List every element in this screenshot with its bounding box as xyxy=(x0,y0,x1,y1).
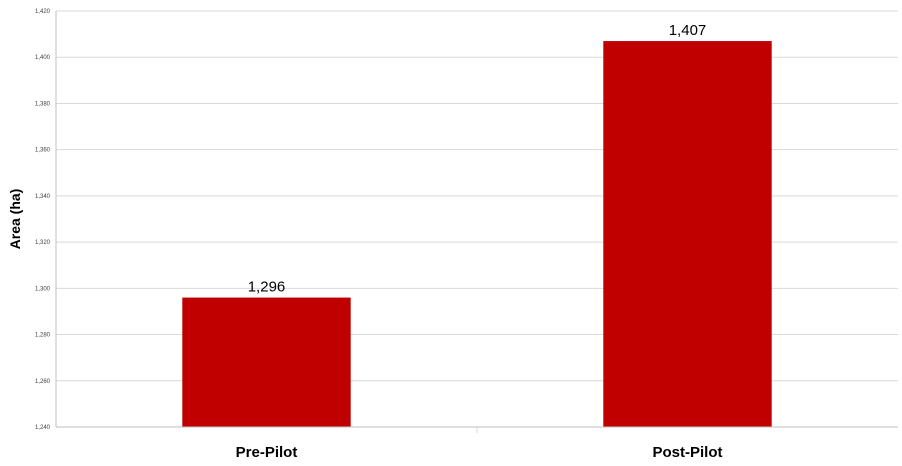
y-tick-label: 1,420 xyxy=(35,9,51,15)
y-tick-label: 1,240 xyxy=(35,425,51,431)
y-tick-label: 1,400 xyxy=(35,55,51,61)
data-label: 1,407 xyxy=(669,22,707,39)
bar-pre-pilot xyxy=(182,297,351,427)
y-tick-label: 1,380 xyxy=(35,101,51,107)
x-axis-ticks: Pre-Pilot Post-Pilot xyxy=(236,444,723,461)
x-tick-label: Post-Pilot xyxy=(653,444,723,461)
bar-post-pilot xyxy=(603,41,772,428)
y-axis-ticks: 1,240 1,260 1,280 1,300 1,320 1,340 1,360 1,380… xyxy=(35,9,51,431)
x-tick-label: Pre-Pilot xyxy=(236,444,298,461)
y-tick-label: 1,360 xyxy=(35,148,51,154)
y-tick-label: 1,320 xyxy=(35,240,51,246)
y-tick-label: 1,260 xyxy=(35,379,51,385)
y-tick-label: 1,280 xyxy=(35,333,51,339)
bars xyxy=(182,41,772,428)
data-label: 1,296 xyxy=(248,279,286,296)
y-tick-label: 1,340 xyxy=(35,194,51,200)
data-labels: 1,296 1,407 xyxy=(248,22,707,296)
y-axis-label: Area (ha) xyxy=(7,189,23,250)
y-tick-label: 1,300 xyxy=(35,286,51,292)
